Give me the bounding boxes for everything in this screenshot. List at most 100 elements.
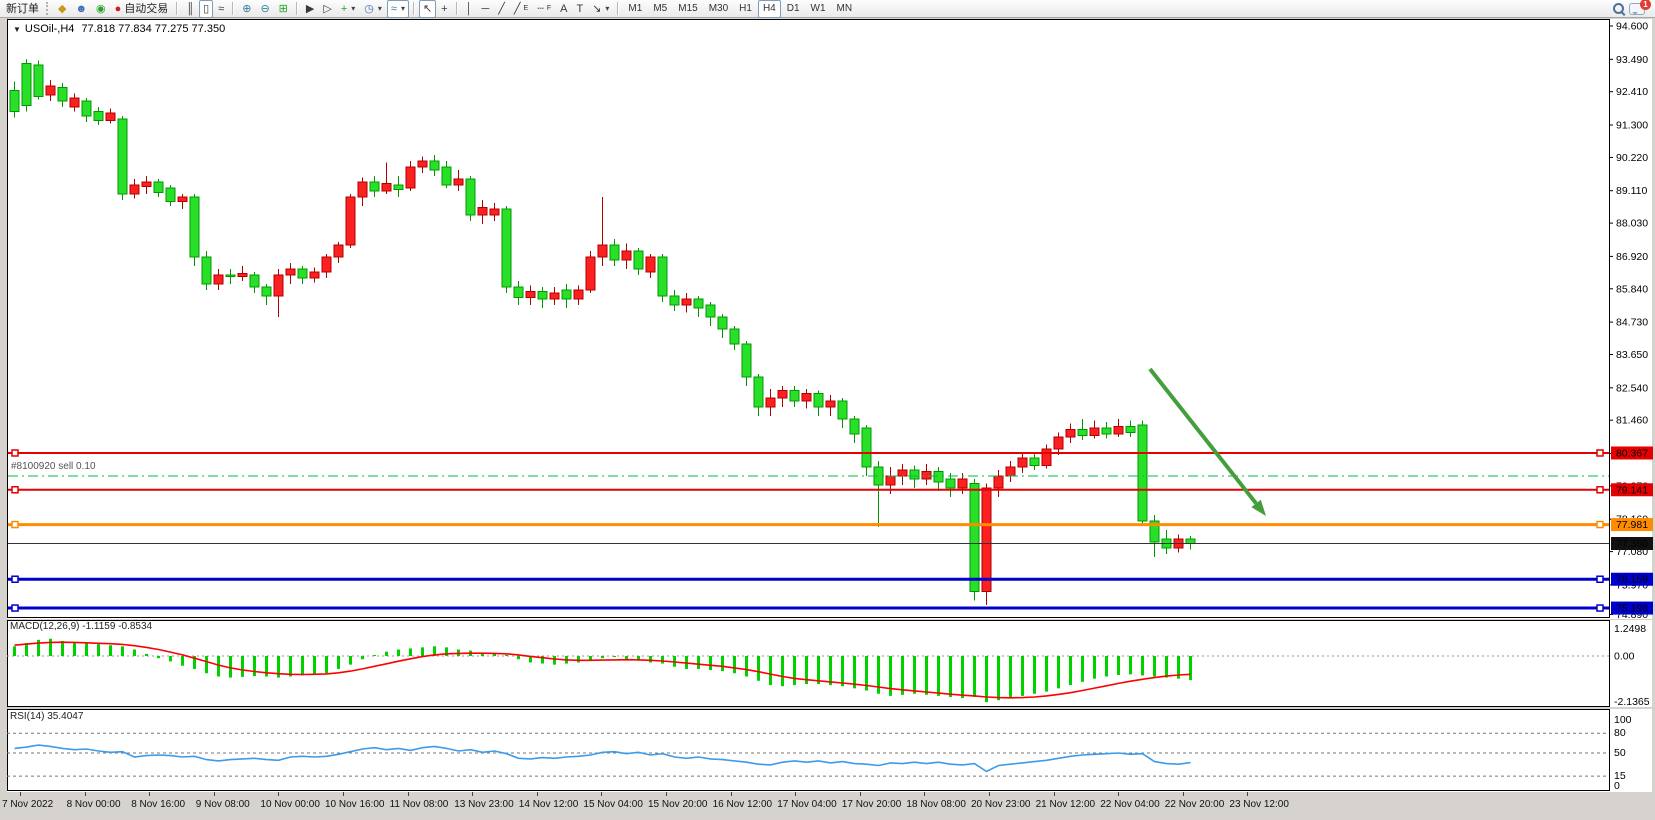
macd-bar [145,653,148,656]
y-tick-label: 94.600 [1616,21,1648,33]
line-handle[interactable] [11,520,19,529]
new-order-button[interactable]: 新订单 [6,2,39,15]
candle [369,181,380,192]
autotrade-icon: ● [114,2,122,15]
chevron-down-icon[interactable]: ▼ [13,25,21,34]
line-handle[interactable] [11,575,19,583]
fibonacci-button[interactable]: ┄ F [537,2,552,15]
price-badge [1611,483,1653,497]
toolbar-separator [455,2,458,15]
macd-panel[interactable]: 1.2498 0.00 -2.1365 [0,620,1655,707]
timeframe-button-mn[interactable]: MN [836,2,853,14]
vertical-line-button[interactable]: │ [462,0,477,18]
crosshair-button[interactable]: + [437,0,451,18]
market-watch-button[interactable]: ◆ [54,0,70,18]
macd-bar [205,656,208,674]
candle [1185,538,1196,544]
timeframe-button-d1[interactable]: D1 [786,2,800,14]
candle [129,184,140,195]
bar-chart-icon: ║ [186,2,195,15]
time-tick [1118,792,1120,796]
macd-bar [937,656,940,696]
text-button[interactable]: A [556,0,571,18]
candle [693,298,704,309]
timeframe-button-m5[interactable]: M5 [653,2,668,14]
price-chart[interactable]: 94.600 93.490 92.410 91.300 90.220 89.110 88.0… [0,19,1655,620]
macd-bar [769,656,772,686]
y-tick-label: 86.920 [1616,251,1648,263]
macd-bar [1165,656,1168,678]
toolbar: 新订单 ◆ ☻ ◉ ● 自动交易 ║ ▯ ≈ ⊕ ⊖ ⊞ ▶ ▷ + ▾ ◷ ▾ ≈… [0,0,1655,18]
signal-button[interactable]: ◉ [92,0,110,18]
bar-chart-button[interactable]: ║ [182,0,198,18]
zoom-in-icon: ⊕ [242,2,252,15]
profile-button[interactable]: ☻ [71,0,91,18]
timeframe-button-m30[interactable]: M30 [708,2,729,14]
candle [825,400,836,408]
candle [417,160,428,168]
search-icon[interactable] [1613,3,1624,14]
horizontal-line-icon: ─ [481,2,490,15]
timeframe-button-m1[interactable]: M1 [628,2,643,14]
line-handle[interactable] [1596,449,1604,457]
auto-scroll-button[interactable]: ▶ [302,0,318,18]
y-tick-label: 81.460 [1616,415,1648,427]
trend-arrow-head[interactable] [1251,499,1266,516]
timeframe-button-m15[interactable]: M15 [678,2,698,14]
channel-button[interactable]: ╱ E [513,2,529,15]
candle [765,397,776,408]
indicators-button[interactable]: ≈ ▾ [386,0,409,18]
candle [621,250,632,261]
clock-icon: ◷ [364,2,374,15]
horizontal-line-button[interactable]: ─ [477,0,493,18]
timeframe-button-h4[interactable]: H4 [757,0,781,18]
candle [93,111,104,121]
time-label: 23 Nov 12:00 [1229,799,1289,810]
time-label: 11 Nov 08:00 [389,799,449,810]
line-handle[interactable] [11,449,19,457]
macd-bar [637,656,640,661]
zoom-out-button[interactable]: ⊖ [256,0,273,18]
text-label-icon: T [576,2,584,15]
macd-bar [733,656,736,674]
candle [357,181,368,198]
macd-bar [85,643,88,656]
trendline-button[interactable]: ╱ [494,0,509,18]
auto-trading-button[interactable]: ● 自动交易 [114,2,169,15]
candlestick-icon: ▯ [203,2,210,15]
chart-shift-button[interactable]: ▷ [319,0,335,18]
cursor-button[interactable]: ↖ [418,0,437,18]
text-label-button[interactable]: T [572,0,587,18]
candlestick-button[interactable]: ▯ [199,0,214,18]
candle [1125,426,1136,433]
line-chart-button[interactable]: ≈ [214,0,228,18]
line-handle[interactable] [1596,520,1604,529]
arrows-button[interactable]: ↘ ▾ [588,0,613,18]
line-handle[interactable] [1596,604,1604,612]
chat-icon[interactable]: 1 [1629,0,1651,15]
trend-arrow[interactable] [1148,367,1258,505]
tile-windows-button[interactable]: ⊞ [275,0,292,18]
candle [489,208,500,216]
macd-bar [289,656,292,677]
price-badge [1611,601,1653,615]
timeframe-button-w1[interactable]: W1 [810,2,826,14]
new-chart-button[interactable]: + ▾ [337,0,359,18]
line-handle[interactable] [11,604,19,612]
price-badge-label: 77.350 [1616,538,1648,550]
macd-bar [1141,656,1144,676]
candle [669,295,680,306]
macd-bar [901,656,904,695]
zoom-in-button[interactable]: ⊕ [238,0,255,18]
period-button[interactable]: ◷ ▾ [360,0,386,18]
candle [1089,427,1100,436]
price-badge [1611,572,1653,586]
macd-bar [229,656,232,678]
macd-bar [649,656,652,663]
line-handle[interactable] [11,486,19,494]
line-handle[interactable] [1596,575,1604,583]
line-handle[interactable] [1596,486,1604,494]
time-tick [1053,792,1055,796]
timeframe-button-h1[interactable]: H1 [739,2,752,14]
